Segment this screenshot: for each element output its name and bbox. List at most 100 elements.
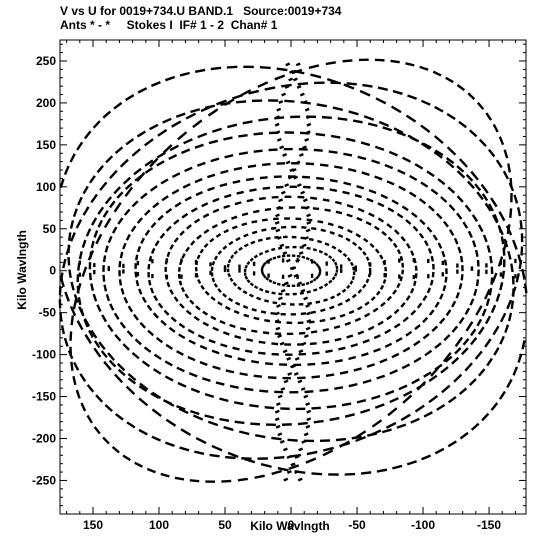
uv-point [388,297,390,299]
uv-point [293,71,297,73]
uv-point [88,386,92,391]
uv-point [367,280,368,282]
uv-point [467,323,472,330]
uv-point [404,348,408,351]
uv-point [433,327,436,330]
uv-point [436,303,438,306]
uv-point [289,440,297,441]
uv-point [256,287,257,288]
uv-point [126,210,129,214]
uv-point [251,405,258,406]
uv-point [343,404,350,405]
uv-point [155,314,158,317]
uv-point [127,185,131,189]
uv-point [243,214,247,215]
uv-point [315,150,322,151]
uv-point [399,251,400,253]
y-axis-label: Kilo Wavlngth [15,230,29,310]
uv-point [436,449,442,452]
uv-point [98,167,102,172]
uv-point [226,195,231,196]
uv-point [261,177,266,178]
uv-point [480,328,483,333]
uv-point [372,431,380,434]
uv-point [158,339,162,342]
uv-point [235,312,238,313]
uv-point [461,389,466,393]
uv-point [313,474,321,475]
uv-point [432,190,436,193]
uv-point [117,415,122,419]
uv-point [204,215,207,217]
uv-point [364,341,368,343]
uv-point [394,91,401,93]
uv-point [346,323,349,324]
uv-point [96,342,99,347]
uv-point [253,232,256,233]
uv-point [370,327,373,329]
uv-point [156,355,161,358]
uv-point [124,456,129,459]
uv-point [417,406,424,411]
uv-point [174,174,179,177]
uv-point [148,469,154,471]
uv-point [181,448,188,450]
uv-point [167,346,171,349]
uv-point [476,352,481,358]
uv-point [458,214,461,218]
uv-point [388,317,391,319]
uv-point [333,247,335,248]
uv-point [423,101,430,104]
uv-point [259,83,267,87]
uv-point [82,404,85,410]
uv-point [244,292,246,293]
uv-point [148,306,150,309]
uv-point [127,140,132,144]
uv-point [95,232,97,237]
uv-point [117,148,122,152]
uv-point [231,386,237,387]
uv-point [469,182,474,187]
uv-point [104,112,109,117]
uv-point [175,221,178,223]
uv-point [223,221,226,222]
uv-point [398,425,405,427]
uv-point [277,109,281,111]
uv-point [305,207,309,209]
uv-point [78,143,82,149]
uv-point [324,200,328,201]
uv-point [225,427,232,429]
uv-point [281,192,285,194]
uv-point [330,281,331,282]
uv-point [451,231,453,235]
uv-point [260,342,264,343]
uv-point [411,193,415,196]
uv-point [386,330,390,332]
uv-point [212,298,214,300]
uv-point [306,230,310,232]
uv-point [204,312,207,314]
uv-point [149,281,150,284]
uv-point [347,239,349,240]
uv-point [158,162,163,165]
uv-point [178,368,183,371]
uv-point [450,206,453,210]
uv-point [168,283,169,286]
uv-point [128,423,134,427]
uv-point [153,437,160,440]
uv-point [164,146,170,152]
uv-point [240,432,248,434]
uv-point [223,481,230,482]
uv-point [382,303,384,305]
uv-point [64,260,66,267]
uv-point [307,320,311,322]
uv-point [276,116,280,118]
uv-point [439,244,441,247]
uv-point [455,376,461,381]
uv-point [229,275,230,276]
uv-point [125,179,130,183]
uv-point [74,210,76,216]
uv-point [459,248,460,252]
uv-point [352,345,356,346]
uv-point [453,359,458,363]
